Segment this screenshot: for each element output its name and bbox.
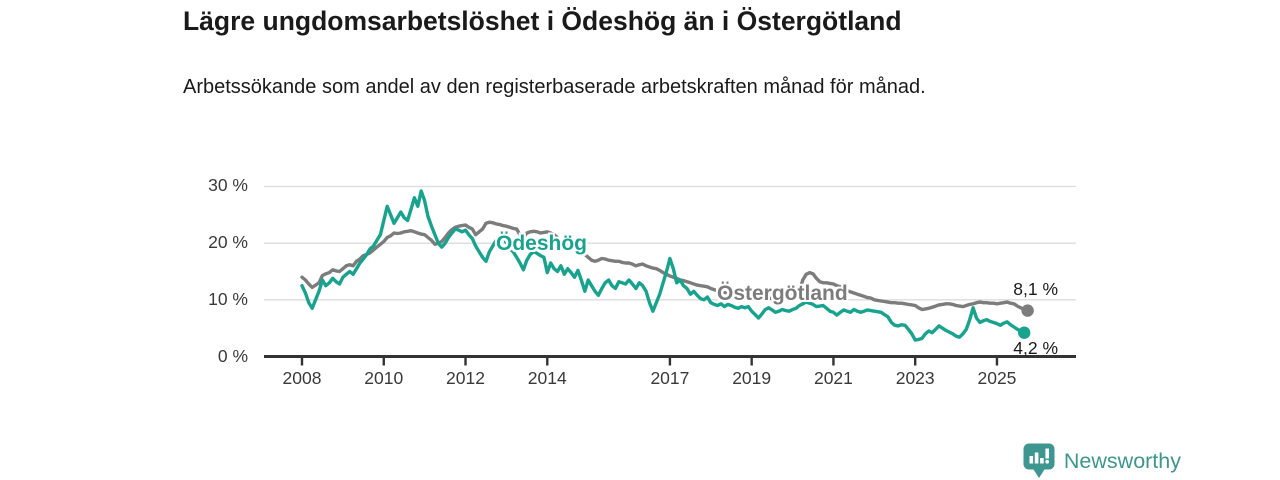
x-tick-label: 2021 [813,368,853,388]
x-tick-label: 2008 [282,368,322,388]
y-tick-label: 20 % [208,232,248,253]
x-tick-label: 2017 [650,368,690,388]
x-tick-label: 2010 [364,368,404,388]
x-tick-label: 2014 [527,368,567,388]
end-value-label-odeshog: 4,2 % [1013,338,1058,358]
chart-subtitle: Arbetssökande som andel av den registerb… [183,76,926,98]
x-tick-label: 2023 [895,368,935,388]
chart-title: Lägre ungdomsarbetslöshet i Ödeshög än i… [183,6,902,36]
y-tick-label: 30 % [208,175,248,196]
brand-footer: Newsworthy [1023,443,1181,479]
series-line-östergötland [300,220,1030,313]
x-tick-label: 2012 [446,368,485,388]
y-tick-label: 10 % [208,288,248,309]
newsworthy-logo-icon [1023,443,1055,479]
x-tick-label: 2019 [732,368,772,388]
series-line-ödeshög [300,189,1026,342]
series-end-dot-östergötland [1021,304,1034,317]
y-tick-label: 0 % [217,345,248,366]
brand-name: Newsworthy [1063,448,1181,473]
end-value-label-ostergotland: 8,1 % [1013,279,1058,299]
series-label-ostergotland: Östergötland [717,282,848,305]
series-end-dot-ödeshög [1018,326,1031,339]
x-tick-label: 2025 [977,368,1017,388]
series-label-odeshog: Ödeshög [496,232,588,255]
